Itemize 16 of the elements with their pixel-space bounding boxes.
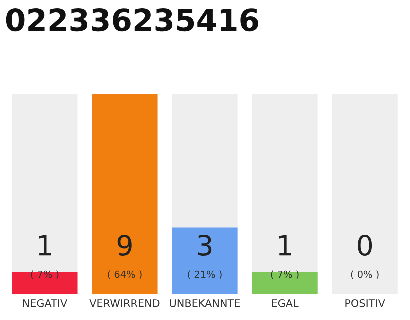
annotation: ( 7% ): [31, 270, 59, 280]
annotation: ( 0% ): [351, 270, 379, 280]
annotation: ( 7% ): [271, 270, 299, 280]
data-label: 1: [39, 235, 52, 256]
x-tick-label: VERWIRREND: [90, 300, 160, 308]
data-label: 3: [198, 235, 212, 256]
data-label: 9: [118, 235, 132, 256]
chart-title: 022336235416: [6, 8, 258, 32]
data-label: 0: [358, 235, 372, 256]
annotation: ( 64% ): [108, 270, 142, 280]
x-tick-label: UNBEKANNTE: [170, 300, 240, 308]
x-tick-label: POSITIV: [346, 299, 386, 308]
x-tick-label: NEGATIV: [23, 299, 68, 308]
x-tick-label: EGAL: [272, 299, 299, 308]
annotation: ( 21% ): [188, 270, 222, 280]
data-label: 1: [279, 235, 292, 256]
